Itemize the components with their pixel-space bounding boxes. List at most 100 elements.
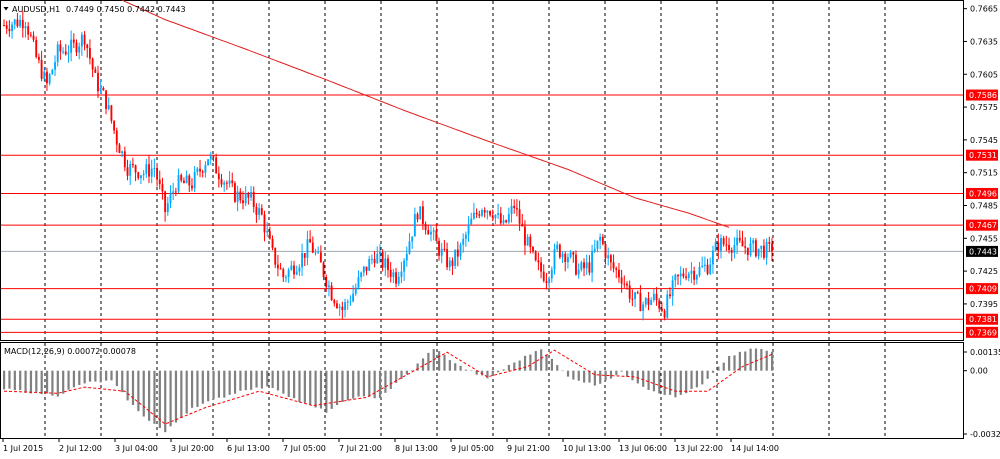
candle-body [185, 175, 188, 184]
macd-signal [3, 349, 773, 425]
macd-bar [674, 370, 677, 398]
candle-body [239, 191, 242, 201]
macd-bar [706, 370, 709, 379]
candle-body [204, 165, 207, 173]
candle-body [32, 35, 35, 40]
macd-bar [368, 370, 371, 397]
candle-body [548, 278, 551, 283]
candle-body [446, 249, 449, 268]
level-price-label: 0.7586 [969, 91, 997, 100]
candle-body [11, 24, 13, 32]
candle-body [54, 62, 56, 70]
macd-bar [636, 370, 639, 384]
candle-body [352, 293, 355, 302]
candle-body [408, 241, 411, 254]
candle-body [298, 267, 301, 272]
candle-body [59, 44, 62, 52]
macd-bar [314, 370, 317, 408]
candle-body [91, 58, 94, 70]
candle-body [421, 206, 424, 224]
candle-body [193, 171, 196, 189]
candle-body [435, 230, 438, 241]
candle-body [763, 245, 765, 258]
level-price-tag [966, 187, 998, 199]
macd-plot-frame [0, 342, 964, 439]
candle-body [464, 234, 467, 239]
macd-bar [158, 370, 161, 429]
candle-body [432, 230, 435, 232]
candle-body [430, 231, 432, 235]
candle-body [470, 218, 473, 225]
candle-body [481, 210, 483, 216]
candle-body [201, 171, 204, 173]
candle-body [660, 308, 663, 311]
candle-body [513, 205, 516, 209]
candle-body [126, 167, 129, 176]
macd-bar [190, 370, 194, 408]
macd-bar [647, 370, 650, 390]
macd-bar [99, 370, 102, 383]
candle-body [494, 214, 497, 219]
time-tick-label: 13 Jul 06:00 [619, 444, 667, 453]
candle-body [255, 207, 258, 215]
moving-average [120, 0, 730, 228]
macd-bar [749, 348, 752, 371]
candle-body [268, 231, 271, 239]
candle-body [317, 252, 320, 254]
candle-body [674, 274, 677, 281]
time-tick-label: 10 Jul 13:00 [563, 444, 611, 453]
candle-body [618, 269, 620, 278]
macd-bar [185, 370, 188, 414]
candle-body [765, 241, 768, 258]
candle-body [258, 208, 261, 215]
candle-body [693, 270, 696, 280]
candle-body [145, 164, 148, 174]
macd-bar [309, 370, 312, 405]
candle-body [349, 301, 352, 303]
candle-body [46, 71, 48, 84]
candle-body [507, 214, 510, 223]
candle-body [497, 213, 500, 215]
price-tick-label: 0.7665 [970, 5, 998, 14]
candle-body [381, 252, 384, 268]
candle-body [156, 167, 158, 180]
candle-body [236, 191, 239, 202]
macd-bar [164, 370, 167, 433]
macd-bar [212, 370, 215, 400]
candle-body [593, 248, 596, 252]
macd-bar [180, 370, 183, 418]
candle-body [97, 72, 99, 92]
candle-body [677, 274, 679, 277]
macd-bar [271, 370, 274, 388]
candle-body [191, 185, 193, 189]
macd-bar [448, 360, 451, 371]
candle-body [746, 247, 749, 256]
candle-body [13, 19, 16, 25]
candle-body [346, 301, 349, 303]
candle-body [671, 280, 674, 297]
horizontal-level-lines[interactable] [1, 94, 963, 333]
candle-body [274, 247, 277, 265]
candle-body [8, 28, 11, 32]
macd-bar [513, 362, 516, 371]
candle-body [67, 52, 70, 55]
triangle-down-icon[interactable] [3, 7, 9, 11]
candle-body [483, 210, 486, 213]
candle-body [207, 159, 210, 166]
macd-bar [685, 370, 688, 394]
time-tick-label: 8 Jul 13:00 [395, 444, 438, 453]
candle-body [534, 251, 537, 261]
candle-body [400, 271, 403, 277]
candle-body [438, 240, 440, 256]
candle-body [341, 306, 344, 311]
macd-bar [480, 370, 484, 376]
candle-body [448, 260, 451, 268]
macd-bar [701, 370, 704, 385]
candle-body [475, 212, 478, 215]
candle-body [209, 156, 212, 160]
macd-bar [470, 370, 473, 372]
candle-body [164, 191, 167, 212]
candle-body [134, 165, 137, 173]
